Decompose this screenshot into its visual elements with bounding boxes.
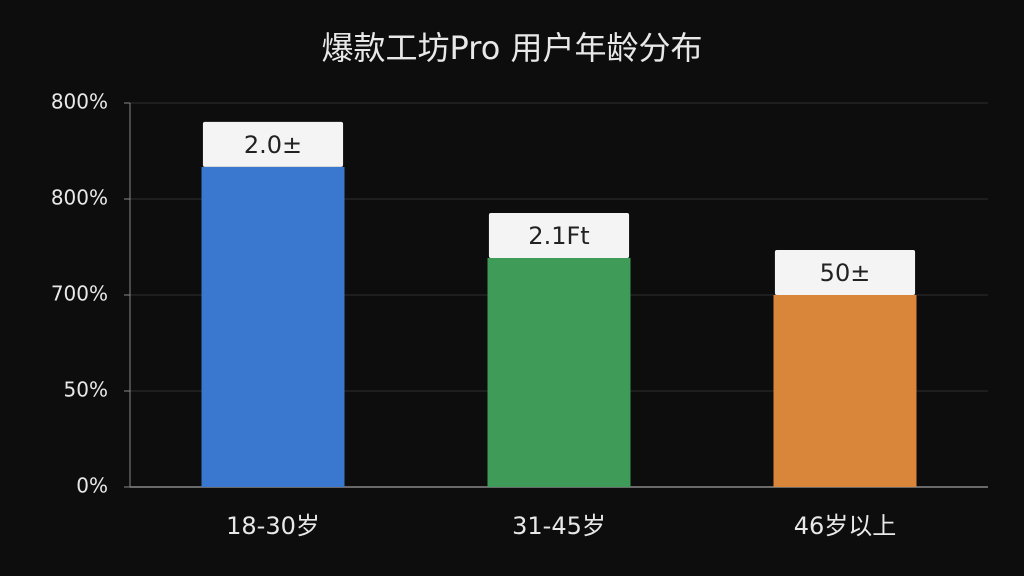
x-tick-label: 18-30岁 xyxy=(226,512,320,540)
label-box xyxy=(488,212,630,258)
bar-annotation: 2.1Ft xyxy=(528,222,589,250)
bar xyxy=(487,257,631,487)
y-tick-label: 0% xyxy=(76,474,108,498)
label-box xyxy=(774,250,916,295)
bar xyxy=(201,166,345,487)
y-tick-label: 700% xyxy=(51,282,108,306)
x-tick-label: 46岁以上 xyxy=(794,512,897,540)
y-tick-label: 800% xyxy=(51,186,108,210)
bar xyxy=(773,295,917,487)
y-tick-label: 800% xyxy=(51,90,108,114)
bar-annotation: 50± xyxy=(820,259,871,287)
bar-annotation: 2.0± xyxy=(244,131,302,159)
y-tick-label: 50% xyxy=(64,378,108,402)
chart-title: 爆款工坊Pro 用户年龄分布 xyxy=(322,29,703,67)
x-tick-label: 31-45岁 xyxy=(512,512,606,540)
label-box xyxy=(202,121,344,167)
